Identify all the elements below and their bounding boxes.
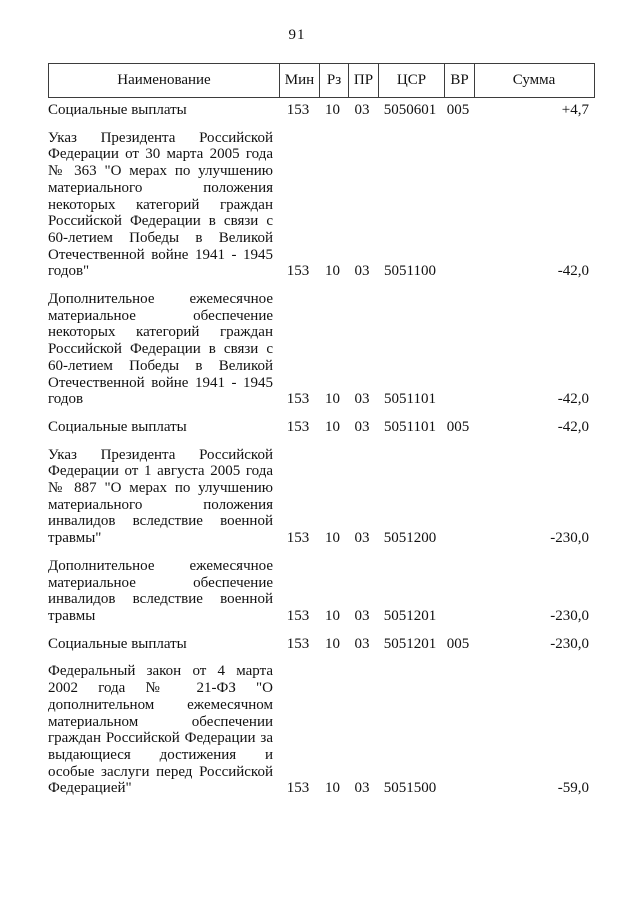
budget-table: Наименование Мин Рз ПР ЦСР ВР Сумма Соци… xyxy=(48,63,595,808)
table-row: Дополнительное ежемесячное материальное … xyxy=(48,558,595,625)
cell-name: Указ Президента Российской Федерации от … xyxy=(48,446,273,547)
cell-summa: -42,0 xyxy=(557,418,589,435)
cell-rz: 10 xyxy=(325,102,340,118)
cell-pr: 03 xyxy=(354,102,370,118)
header-cell-name: Наименование xyxy=(117,72,211,88)
cell-min: 153 xyxy=(286,780,310,797)
cell-csr: 5051500 xyxy=(383,780,437,797)
cell-csr: 5050601 xyxy=(383,102,437,118)
cell-csr: 5051101 xyxy=(384,418,436,435)
cell-pr: 03 xyxy=(354,530,370,547)
cell-summa: -230,0 xyxy=(550,530,589,547)
table-body: Социальные выплаты 153 10 03 5050601 005… xyxy=(48,102,595,797)
cell-min: 153 xyxy=(286,391,310,408)
cell-pr: 03 xyxy=(354,780,370,797)
cell-name: Дополнительное ежемесячное материальное … xyxy=(48,291,273,408)
cell-csr: 5051201 xyxy=(383,635,437,652)
header-cell-csr: ЦСР xyxy=(378,64,444,97)
page-number: 91 xyxy=(288,27,306,43)
cell-min: 153 xyxy=(286,530,310,547)
cell-pr: 03 xyxy=(354,263,370,280)
cell-summa: -230,0 xyxy=(550,607,589,624)
header-cell-pr: ПР xyxy=(348,64,378,97)
table-header-row: Наименование Мин Рз ПР ЦСР ВР Сумма xyxy=(48,63,595,98)
cell-min: 153 xyxy=(286,102,310,118)
cell-name: Социальные выплаты xyxy=(48,635,187,652)
cell-pr: 03 xyxy=(354,391,370,408)
cell-vr: 005 xyxy=(446,635,470,652)
header-cell-rz: Рз xyxy=(319,64,348,97)
cell-csr: 5051200 xyxy=(383,530,437,547)
cell-min: 153 xyxy=(286,263,310,280)
cell-pr: 03 xyxy=(354,635,370,652)
cell-vr: 005 xyxy=(446,418,470,435)
table-row: Указ Президента Российской Федерации от … xyxy=(48,130,595,280)
cell-csr: 5051100 xyxy=(384,263,436,280)
cell-name: Федеральный закон от 4 марта 2002 года №… xyxy=(48,663,273,797)
cell-min: 153 xyxy=(286,418,310,435)
cell-csr: 5051101 xyxy=(384,391,436,408)
table-row: Указ Президента Российской Федерации от … xyxy=(48,447,595,547)
cell-name: Социальные выплаты xyxy=(48,102,187,118)
cell-csr: 5051201 xyxy=(383,607,437,624)
cell-rz: 10 xyxy=(325,391,340,408)
cell-rz: 10 xyxy=(325,530,340,547)
cell-min: 153 xyxy=(286,635,310,652)
table-row: Федеральный закон от 4 марта 2002 года №… xyxy=(48,663,595,797)
cell-rz: 10 xyxy=(325,635,340,652)
cell-name: Указ Президента Российской Федерации от … xyxy=(48,129,273,280)
cell-summa: -230,0 xyxy=(550,635,589,652)
cell-rz: 10 xyxy=(325,263,340,280)
header-cell-summa: Сумма xyxy=(474,64,593,97)
cell-name: Дополнительное ежемесячное материальное … xyxy=(48,557,273,624)
header-cell-vr: ВР xyxy=(444,64,474,97)
cell-rz: 10 xyxy=(325,780,340,797)
cell-pr: 03 xyxy=(354,418,370,435)
table-row: Социальные выплаты 153 10 03 5051201 005… xyxy=(48,636,595,653)
cell-summa: -42,0 xyxy=(557,391,589,408)
cell-min: 153 xyxy=(286,607,310,624)
cell-rz: 10 xyxy=(325,418,340,435)
table-row: Социальные выплаты 153 10 03 5050601 005… xyxy=(48,102,595,119)
cell-summa: -42,0 xyxy=(557,263,589,280)
cell-summa: +4,7 xyxy=(561,102,589,118)
header-cell-min: Мин xyxy=(279,64,319,97)
table-row: Дополнительное ежемесячное материальное … xyxy=(48,291,595,408)
cell-name: Социальные выплаты xyxy=(48,418,187,435)
cell-summa: -59,0 xyxy=(557,780,589,797)
cell-vr: 005 xyxy=(446,102,470,118)
cell-pr: 03 xyxy=(354,607,370,624)
table-row: Социальные выплаты 153 10 03 5051101 005… xyxy=(48,419,595,436)
cell-rz: 10 xyxy=(325,607,340,624)
